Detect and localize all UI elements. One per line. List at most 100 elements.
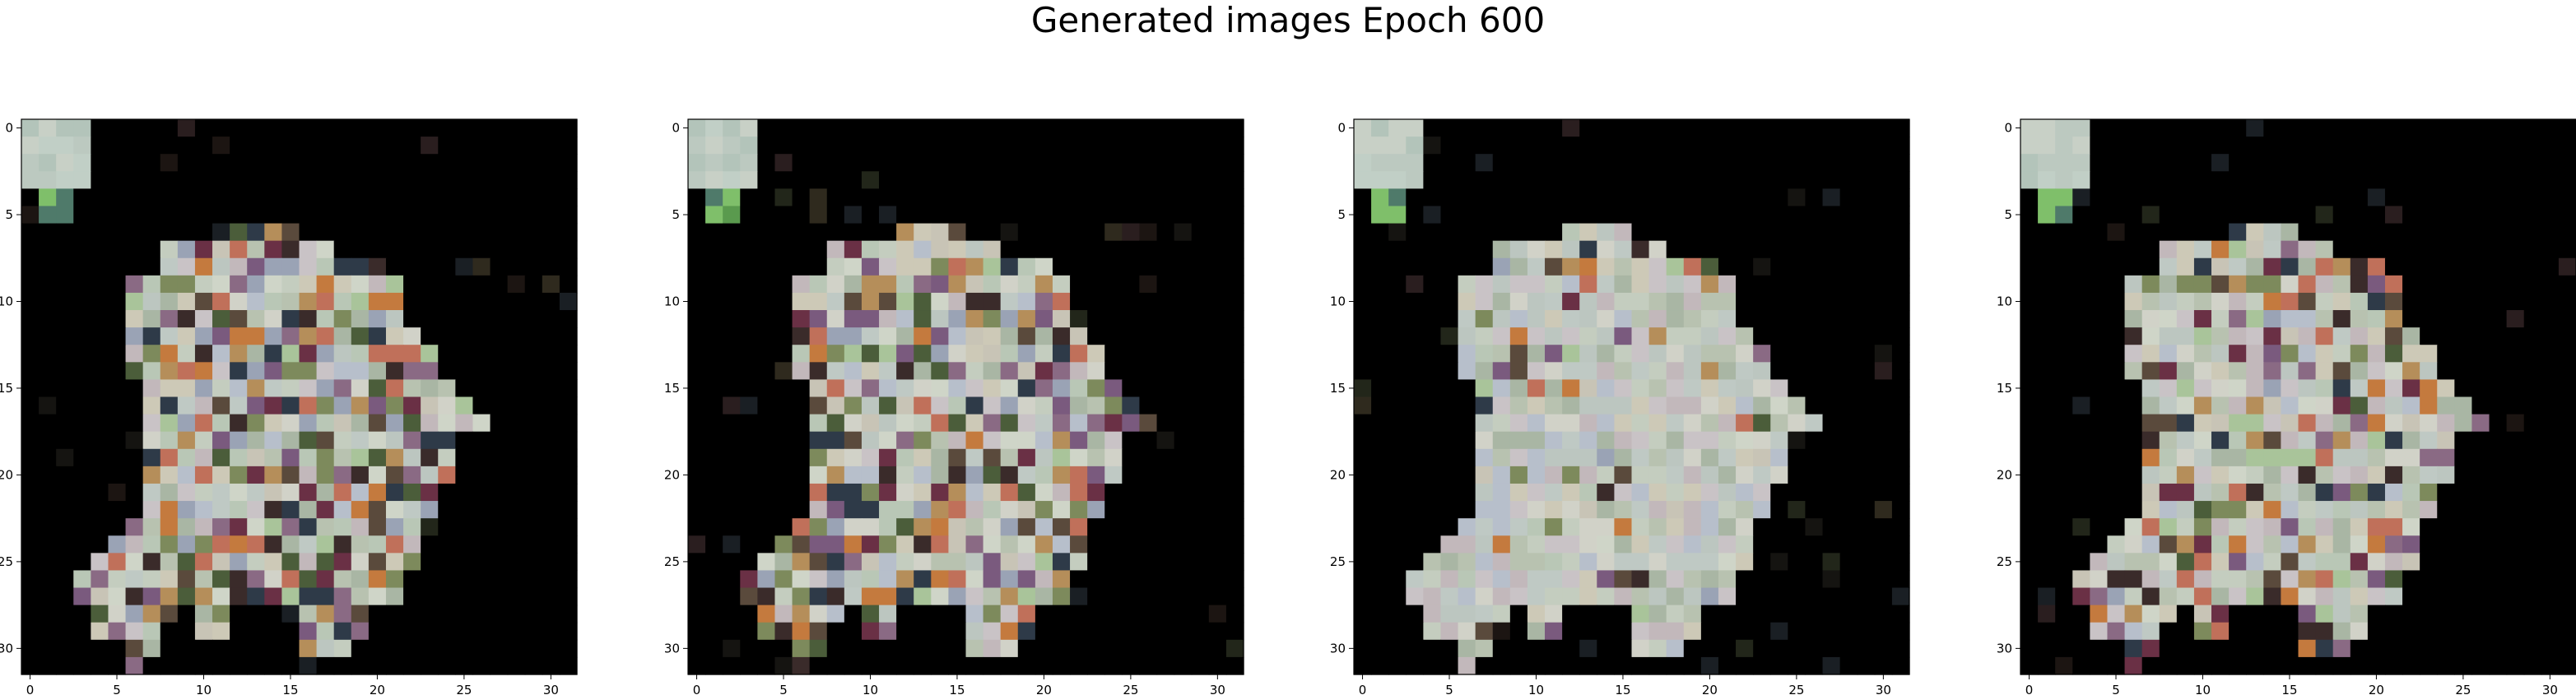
pixel-cell xyxy=(1753,483,1771,502)
pixel-cell xyxy=(559,483,578,502)
pixel-cell xyxy=(705,240,723,259)
pixel-cell xyxy=(2193,622,2212,641)
pixel-cell xyxy=(1104,535,1123,554)
pixel-cell xyxy=(281,553,300,572)
pixel-cell xyxy=(1753,292,1771,311)
pixel-cell xyxy=(1035,570,1053,589)
pixel-cell xyxy=(2350,379,2369,398)
pixel-cell xyxy=(1891,223,1910,242)
pixel-cell xyxy=(1225,656,1244,675)
pixel-cell xyxy=(688,327,706,345)
x-tick-label: 5 xyxy=(779,683,788,695)
pixel-cell xyxy=(1225,310,1244,328)
pixel-cell xyxy=(1683,535,1702,554)
pixel-cell xyxy=(2384,448,2403,467)
pixel-cell xyxy=(2332,518,2351,536)
pixel-cell xyxy=(507,275,526,294)
pixel-cell xyxy=(2367,535,2386,554)
pixel-cell xyxy=(723,240,741,259)
pixel-cell xyxy=(861,448,880,467)
pixel-cell xyxy=(740,379,758,398)
pixel-cell xyxy=(1683,656,1702,675)
pixel-cell xyxy=(1579,396,1597,415)
pixel-cell xyxy=(844,483,863,502)
pixel-cell xyxy=(2211,171,2230,189)
pixel-cell xyxy=(2437,535,2455,554)
pixel-cell xyxy=(965,154,984,172)
pixel-cell xyxy=(1406,240,1424,259)
pixel-cell xyxy=(281,362,300,380)
pixel-cell xyxy=(757,535,776,554)
pixel-cell xyxy=(247,431,265,450)
pixel-cell xyxy=(1770,206,1788,225)
pixel-cell xyxy=(212,605,230,623)
pixel-cell xyxy=(455,587,474,606)
pixel-cell xyxy=(2107,206,2126,225)
pixel-cell xyxy=(1822,154,1841,172)
pixel-cell xyxy=(774,587,793,606)
pixel-cell xyxy=(1822,605,1841,623)
pixel-cell xyxy=(1492,379,1511,398)
pixel-cell xyxy=(2420,639,2438,658)
pixel-cell xyxy=(844,206,863,225)
pixel-cell xyxy=(723,275,741,294)
pixel-cell xyxy=(2298,188,2317,207)
pixel-cell xyxy=(212,501,230,519)
pixel-cell xyxy=(2350,310,2369,328)
pixel-cell xyxy=(1492,119,1511,137)
pixel-cell xyxy=(1597,310,1615,328)
pixel-cell xyxy=(125,275,144,294)
pixel-cell xyxy=(1122,275,1141,294)
pixel-cell xyxy=(740,414,758,433)
pixel-cell xyxy=(2141,501,2160,519)
pixel-cell xyxy=(2523,466,2542,484)
pixel-cell xyxy=(177,639,196,658)
pixel-cell xyxy=(2506,240,2525,259)
pixel-cell xyxy=(1458,587,1476,606)
pixel-cell xyxy=(2176,639,2195,658)
pixel-cell xyxy=(1805,379,1824,398)
pixel-cell xyxy=(1225,188,1244,207)
pixel-cell xyxy=(438,501,456,519)
pixel-cell xyxy=(2055,275,2073,294)
pixel-cell xyxy=(1174,535,1193,554)
pixel-cell xyxy=(2281,639,2299,658)
pixel-cell xyxy=(1174,448,1193,467)
pixel-cell xyxy=(1035,587,1053,606)
pixel-cell xyxy=(1683,396,1702,415)
pixel-cell xyxy=(2038,396,2056,415)
pixel-cell xyxy=(490,605,509,623)
pixel-cell xyxy=(948,310,967,328)
pixel-cell xyxy=(230,327,248,345)
pixel-cell xyxy=(2489,362,2508,380)
pixel-cell xyxy=(1070,362,1088,380)
pixel-cell xyxy=(507,448,526,467)
pixel-cell xyxy=(2176,275,2195,294)
pixel-cell xyxy=(1406,188,1424,207)
pixel-cell xyxy=(723,431,741,450)
pixel-cell xyxy=(385,137,404,155)
pixel-cell xyxy=(826,656,845,675)
pixel-cell xyxy=(524,310,543,328)
pixel-cell xyxy=(39,206,57,225)
pixel-cell xyxy=(2281,501,2299,519)
pixel-cell xyxy=(299,656,318,675)
pixel-cell xyxy=(2437,292,2455,311)
pixel-cell xyxy=(559,414,578,433)
pixel-cell xyxy=(983,188,1002,207)
pixel-cell xyxy=(2107,518,2126,536)
pixel-cell xyxy=(2211,483,2230,502)
pixel-cell xyxy=(438,171,456,189)
pixel-cell xyxy=(2437,206,2455,225)
pixel-cell xyxy=(1225,553,1244,572)
pixel-cell xyxy=(1492,396,1511,415)
pixel-cell xyxy=(1104,171,1123,189)
pixel-cell xyxy=(792,518,811,536)
pixel-cell xyxy=(2107,154,2126,172)
pixel-cell xyxy=(1683,431,1702,450)
pixel-cell xyxy=(1104,119,1123,137)
pixel-cell xyxy=(212,362,230,380)
pixel-cell xyxy=(1371,275,1389,294)
pixel-cell xyxy=(1545,622,1563,641)
pixel-cell xyxy=(2055,535,2073,554)
